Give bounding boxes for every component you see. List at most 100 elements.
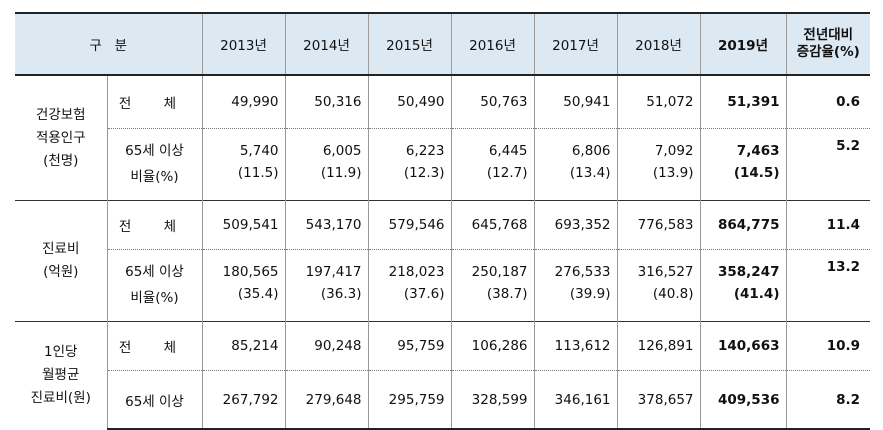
table-cell: 776,583 — [616, 200, 700, 250]
table-cell: (35.4) — [201, 283, 285, 322]
table-row: 비율(%) (11.5) (11.9) (12.3) (12.7) (13.4)… — [15, 162, 870, 201]
row-label-ratio: 비율(%) — [106, 162, 202, 201]
group-label-line: 적용인구 — [35, 129, 86, 146]
table-cell: (37.6) — [367, 283, 451, 322]
year-header: 2015년 — [367, 12, 451, 76]
latest-cell: (14.5) — [699, 162, 786, 201]
row-label-65plus: 65세 이상 — [106, 249, 202, 283]
table-cell: 645,768 — [450, 200, 534, 250]
table-cell: 50,763 — [450, 75, 534, 129]
row-label-total: 전 체 — [106, 75, 202, 129]
table-cell: 51,072 — [616, 75, 700, 129]
table-cell: 113,612 — [533, 321, 617, 371]
row-label-65plus: 65세 이상 — [106, 128, 202, 162]
table-cell: 579,546 — [367, 200, 451, 250]
table-cell: 6,806 — [533, 128, 617, 162]
year-header: 2014년 — [284, 12, 368, 76]
change-rate-header: 전년대비 증감율(%) — [785, 12, 870, 76]
table-cell: 276,533 — [533, 249, 617, 283]
table-cell: 106,286 — [450, 321, 534, 371]
header-row: 구 분 2013년 2014년 2015년 2016년 2017년 2018년 … — [15, 12, 870, 76]
table-cell: 267,792 — [201, 370, 285, 430]
row-label-ratio: 비율(%) — [106, 283, 202, 322]
table-cell: (12.7) — [450, 162, 534, 201]
change-cell: 13.2 — [785, 249, 870, 322]
table-cell: (39.9) — [533, 283, 617, 322]
group-label-line: 진료비(원) — [30, 390, 91, 406]
row-label-total: 전 체 — [106, 321, 202, 371]
table-cell: 126,891 — [616, 321, 700, 371]
table-row: 65세 이상 5,740 6,005 6,223 6,445 6,806 7,0… — [15, 128, 870, 201]
table-cell: 346,161 — [533, 370, 617, 430]
table-cell: (38.7) — [450, 283, 534, 322]
table-cell: (36.3) — [284, 283, 368, 322]
table-cell: (11.5) — [201, 162, 285, 201]
latest-cell: (41.4) — [699, 283, 786, 322]
table-cell: 250,187 — [450, 249, 534, 283]
table-cell: 50,316 — [284, 75, 368, 129]
latest-cell: 140,663 — [699, 321, 786, 371]
table-cell: 279,648 — [284, 370, 368, 430]
table-cell: 49,990 — [201, 75, 285, 129]
table-cell: 543,170 — [284, 200, 368, 250]
group-label-per-capita-cost: 1인당 월평균 진료비(원) — [15, 321, 107, 429]
table-cell: (13.9) — [616, 162, 700, 201]
group-label-line: 월평균 — [42, 367, 80, 383]
table-cell: 218,023 — [367, 249, 451, 283]
latest-cell: 7,463 — [699, 128, 786, 162]
table-cell: 197,417 — [284, 249, 368, 283]
change-cell: 11.4 — [785, 200, 870, 250]
group-label-line: 1인당 — [44, 344, 78, 360]
table-cell: (11.9) — [284, 162, 368, 201]
table-cell: 378,657 — [616, 370, 700, 430]
table-cell: 295,759 — [367, 370, 451, 430]
table-cell: 7,092 — [616, 128, 700, 162]
table-row: 건강보험 적용인구 (천명) 전 체 49,990 50,316 50,490 … — [15, 75, 870, 169]
table-cell: 85,214 — [201, 321, 285, 371]
latest-cell: 358,247 — [699, 249, 786, 283]
row-label-65plus: 65세 이상 — [106, 370, 202, 430]
table-cell: 50,490 — [367, 75, 451, 129]
table-cell: 328,599 — [450, 370, 534, 430]
change-rate-header-line1: 전년대비 — [803, 27, 854, 43]
table-row: 65세 이상 180,565 197,417 218,023 250,187 2… — [15, 249, 870, 322]
change-cell: 5.2 — [785, 128, 870, 201]
change-cell: 0.6 — [785, 75, 870, 129]
table-row: 비율(%) (35.4) (36.3) (37.6) (38.7) (39.9)… — [15, 283, 870, 322]
year-header: 2018년 — [616, 12, 700, 76]
change-cell: 10.9 — [785, 321, 870, 371]
table-row: 진료비 (억원) 전 체 509,541 543,170 579,546 645… — [15, 200, 870, 322]
latest-cell: 864,775 — [699, 200, 786, 250]
table-cell: (13.4) — [533, 162, 617, 201]
latest-cell: 51,391 — [699, 75, 786, 129]
group-label-line: 건강보험 — [35, 106, 86, 123]
health-insurance-stats-table: 구 분 2013년 2014년 2015년 2016년 2017년 2018년 … — [15, 12, 870, 430]
table-cell: 6,223 — [367, 128, 451, 162]
latest-year-header: 2019년 — [699, 12, 786, 76]
table-cell: 90,248 — [284, 321, 368, 371]
table-row: 65세 이상 267,792 279,648 295,759 328,599 3… — [15, 370, 870, 430]
group-label-line: (천명) — [43, 152, 79, 169]
table-cell: 50,941 — [533, 75, 617, 129]
row-label-total: 전 체 — [106, 200, 202, 250]
table-cell: 316,527 — [616, 249, 700, 283]
year-header: 2013년 — [201, 12, 285, 76]
table-row: 1인당 월평균 진료비(원) 전 체 85,214 90,248 95,759 … — [15, 321, 870, 429]
table-cell: 693,352 — [533, 200, 617, 250]
table-cell: (40.8) — [616, 283, 700, 322]
group-label-coverage: 건강보험 적용인구 (천명) — [15, 75, 107, 201]
category-header: 구 분 — [15, 12, 202, 76]
year-header: 2017년 — [533, 12, 617, 76]
table-cell: (12.3) — [367, 162, 451, 201]
year-header: 2016년 — [450, 12, 534, 76]
table-cell: 6,005 — [284, 128, 368, 162]
group-label-medical-cost: 진료비 (억원) — [15, 200, 107, 322]
group-label-line: 진료비 — [42, 241, 80, 257]
table-cell: 5,740 — [201, 128, 285, 162]
change-cell: 8.2 — [785, 370, 870, 430]
table-cell: 509,541 — [201, 200, 285, 250]
table-cell: 180,565 — [201, 249, 285, 283]
group-label-line: (억원) — [43, 264, 79, 280]
latest-cell: 409,536 — [699, 370, 786, 430]
table-cell: 95,759 — [367, 321, 451, 371]
